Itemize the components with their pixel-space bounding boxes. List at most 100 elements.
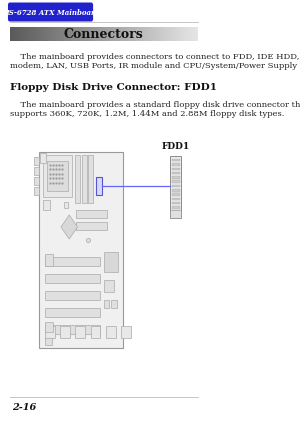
Bar xyxy=(32,27,33,41)
Bar xyxy=(120,27,121,41)
Bar xyxy=(106,27,107,41)
Bar xyxy=(172,172,180,174)
Bar xyxy=(44,27,45,41)
Bar xyxy=(142,27,143,41)
Bar xyxy=(170,210,181,218)
Bar xyxy=(104,300,109,308)
Bar xyxy=(14,27,16,41)
Bar xyxy=(71,27,72,41)
Bar xyxy=(129,27,130,41)
Bar xyxy=(192,27,193,41)
Bar xyxy=(60,326,70,338)
Bar xyxy=(175,27,176,41)
Bar xyxy=(104,27,105,41)
Bar xyxy=(109,27,110,41)
Bar xyxy=(46,27,47,41)
Bar xyxy=(172,206,180,209)
Bar xyxy=(173,27,174,41)
Bar xyxy=(82,155,86,203)
Bar xyxy=(183,27,184,41)
Bar xyxy=(183,27,184,41)
Bar xyxy=(176,27,178,41)
Bar xyxy=(64,202,68,208)
Bar xyxy=(75,27,76,41)
Bar xyxy=(145,27,146,41)
Bar xyxy=(107,27,108,41)
Bar xyxy=(60,27,61,41)
Bar xyxy=(78,27,79,41)
Bar xyxy=(48,27,50,41)
Bar xyxy=(143,27,144,41)
Bar xyxy=(174,27,175,41)
Bar xyxy=(191,27,192,41)
Bar xyxy=(196,27,197,41)
Bar xyxy=(28,27,29,41)
Bar xyxy=(45,326,55,338)
Bar xyxy=(64,27,65,41)
Bar xyxy=(84,27,85,41)
Bar xyxy=(61,27,63,41)
Bar xyxy=(121,326,131,338)
Bar xyxy=(66,27,68,41)
Bar xyxy=(146,27,147,41)
Bar xyxy=(115,27,116,41)
Bar xyxy=(172,198,180,200)
Bar xyxy=(31,27,32,41)
Bar xyxy=(20,27,21,41)
Bar xyxy=(99,27,100,41)
Bar xyxy=(54,27,55,41)
Bar xyxy=(124,27,126,41)
Bar xyxy=(184,27,185,41)
Bar xyxy=(162,27,163,41)
Bar xyxy=(82,27,83,41)
Bar xyxy=(93,27,94,41)
Bar xyxy=(156,27,158,41)
Bar xyxy=(118,27,119,41)
Bar xyxy=(123,27,124,41)
Bar xyxy=(82,27,83,41)
Bar xyxy=(77,27,79,41)
Bar xyxy=(68,27,70,41)
Bar xyxy=(102,27,104,41)
Bar xyxy=(61,27,62,41)
Bar xyxy=(97,27,98,41)
Bar xyxy=(196,27,198,41)
Bar xyxy=(36,27,37,41)
Bar xyxy=(39,27,40,41)
Bar xyxy=(185,27,186,41)
Bar xyxy=(45,254,53,266)
Bar xyxy=(189,27,190,41)
Bar xyxy=(85,27,86,41)
Bar xyxy=(15,27,16,41)
Bar xyxy=(156,27,157,41)
Bar xyxy=(159,27,160,41)
Bar xyxy=(172,159,180,162)
Bar xyxy=(161,27,162,41)
Bar xyxy=(53,27,54,41)
Bar xyxy=(147,27,148,41)
Bar xyxy=(172,176,180,179)
Bar xyxy=(87,27,88,41)
Bar xyxy=(65,27,66,41)
Bar xyxy=(170,27,171,41)
Bar xyxy=(91,27,92,41)
Bar xyxy=(150,27,151,41)
Bar xyxy=(169,27,170,41)
Bar xyxy=(195,27,196,41)
Bar xyxy=(116,27,117,41)
Bar xyxy=(56,27,57,41)
Bar xyxy=(177,27,178,41)
Bar xyxy=(43,155,72,197)
Bar xyxy=(45,337,52,345)
Bar xyxy=(104,280,114,292)
Bar xyxy=(34,27,35,41)
Bar xyxy=(172,193,180,196)
Text: MS-6728 ATX Mainboard: MS-6728 ATX Mainboard xyxy=(1,9,100,17)
Bar xyxy=(92,27,93,41)
Bar xyxy=(104,252,118,272)
Bar xyxy=(100,27,101,41)
Bar xyxy=(182,27,183,41)
Bar xyxy=(127,27,128,41)
Bar xyxy=(114,27,115,41)
Bar xyxy=(25,27,26,41)
